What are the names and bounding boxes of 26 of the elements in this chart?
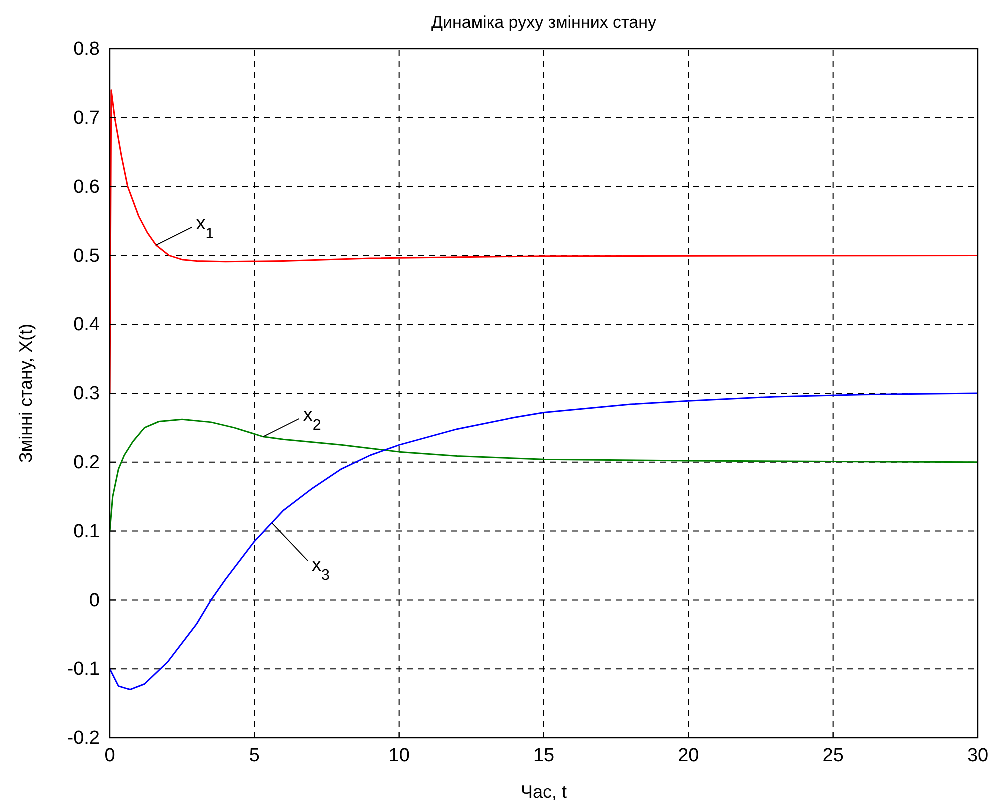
x-tick-label: 0 bbox=[104, 745, 116, 766]
y-tick-label: 0.6 bbox=[74, 176, 100, 198]
line-series bbox=[109, 392, 979, 691]
x-tick-label: 10 bbox=[388, 745, 410, 766]
annotation: x$_{1}$ bbox=[196, 213, 214, 242]
y-tick-label: -0.1 bbox=[67, 659, 100, 680]
y-tick-label: 0.5 bbox=[74, 246, 100, 267]
x-tick-label: 15 bbox=[533, 745, 555, 766]
y-tick-label: 0.7 bbox=[74, 108, 100, 129]
y-tick-label: 0.2 bbox=[74, 452, 100, 474]
x-tick-label: 25 bbox=[822, 745, 844, 766]
y-tick-label: 0.8 bbox=[74, 39, 100, 60]
y-tick-label: 0.3 bbox=[74, 384, 100, 405]
y-tick-label: -0.2 bbox=[67, 728, 100, 750]
y-tick-label: 0.4 bbox=[74, 314, 100, 336]
x-tick-label: 5 bbox=[249, 745, 260, 766]
x-axis-title: Час, t bbox=[520, 782, 568, 802]
y-axis-title: Змінні стану, X(t) bbox=[16, 324, 36, 464]
x-tick-label: 20 bbox=[678, 745, 700, 766]
chart-title: Динаміка руху змінних стану bbox=[432, 13, 657, 32]
y-tick-label: 0.1 bbox=[74, 521, 100, 542]
y-tick-label: 0 bbox=[89, 590, 100, 612]
annotation: x$_{3}$ bbox=[312, 555, 330, 584]
x-tick-label: 30 bbox=[967, 745, 989, 766]
line-series bbox=[109, 90, 979, 394]
annotation: x$_{2}$ bbox=[303, 404, 322, 434]
